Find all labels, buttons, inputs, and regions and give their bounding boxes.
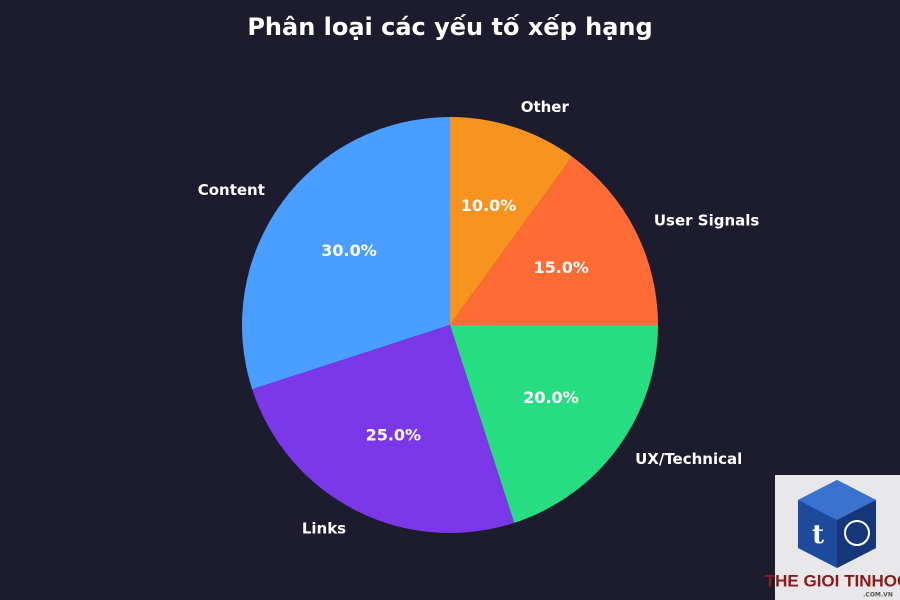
watermark-brand: THE GIOI TINHOC — [765, 571, 900, 590]
pie-slice — [450, 117, 573, 325]
logo-letter: t — [812, 520, 824, 550]
pie-slice — [450, 325, 658, 523]
value-label: 10.0% — [461, 196, 517, 215]
pie-slice — [241, 117, 450, 390]
watermark-domain: .COM.VN — [863, 592, 893, 599]
slice-label: Other — [521, 98, 570, 116]
watermark: t THE GIOI TINHOC .COM.VN — [765, 475, 900, 600]
logo-globe — [844, 520, 870, 546]
value-label: 15.0% — [533, 258, 589, 277]
slice-label: Links — [302, 519, 346, 537]
value-label: 25.0% — [366, 426, 422, 445]
pie-slice — [450, 156, 658, 325]
slice-label: User Signals — [654, 212, 760, 230]
value-label: 20.0% — [523, 388, 579, 407]
pie-slice — [252, 325, 515, 533]
slice-label: Content — [198, 181, 265, 199]
slice-label: UX/Technical — [635, 450, 742, 468]
pie: 30.0% Content 25.0% Links 20.0% UX/Technical 1… — [198, 98, 760, 537]
logo-cube-side — [837, 500, 876, 568]
chart-title: Phân loại các yếu tố xếp hạng — [247, 13, 652, 41]
value-label: 30.0% — [321, 241, 377, 260]
